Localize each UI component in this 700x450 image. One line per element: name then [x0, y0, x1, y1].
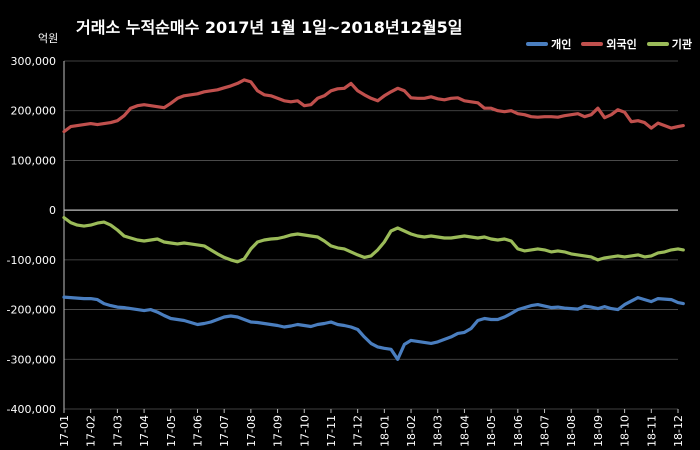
grid-layer	[64, 60, 678, 410]
x-tick-label: 17-02	[85, 415, 98, 447]
y-tick-label: -400,000	[7, 403, 56, 416]
x-tick-label: 18-12	[672, 415, 685, 447]
x-tick-label: 17-04	[138, 415, 151, 447]
x-tick-label: 17-09	[272, 415, 285, 447]
y-tick-label: 300,000	[11, 55, 57, 68]
legend-label-foreign: 외국인	[606, 38, 637, 51]
legend-item-foreign: 외국인	[581, 36, 637, 52]
x-tick-label: 18-04	[458, 415, 471, 447]
x-tick-label: 17-12	[352, 415, 365, 447]
y-tick-label: 0	[49, 204, 56, 217]
x-tick-label: 17-01	[58, 415, 71, 447]
legend-item-institution: 기관	[646, 36, 692, 52]
x-tick-label: 18-06	[512, 415, 525, 447]
foreign-series-line	[62, 78, 685, 134]
x-tick-label: 18-05	[485, 415, 498, 447]
x-tick-label: 18-01	[378, 415, 391, 447]
legend-label-individual: 개인	[551, 38, 572, 51]
x-tick-label: 17-05	[165, 415, 178, 447]
legend: 개인 외국인 기관	[526, 36, 692, 52]
series-layer	[62, 78, 685, 361]
x-tick-label: 17-08	[245, 415, 258, 447]
legend-swatch-individual	[526, 42, 549, 46]
x-tick-label: 18-09	[592, 415, 605, 447]
y-tick-label: -300,000	[7, 353, 56, 366]
legend-swatch-institution	[646, 42, 669, 46]
axis-layer	[63, 61, 679, 413]
y-tick-label: 200,000	[11, 105, 57, 118]
legend-label-institution: 기관	[671, 38, 692, 51]
x-tick-label: 18-02	[405, 415, 418, 447]
x-tick-label: 18-07	[539, 415, 552, 447]
x-tick-label: 17-10	[298, 415, 311, 447]
legend-item-individual: 개인	[526, 36, 571, 52]
institution-series-line	[62, 216, 685, 264]
y-tick-label: -200,000	[7, 304, 56, 317]
chart-title: 거래소 누적순매수 2017년 1월 1일~2018년12월5일	[76, 18, 463, 37]
individual-series-line	[62, 295, 685, 361]
x-tick-label: 17-06	[191, 415, 204, 447]
x-tick-label: 17-07	[218, 415, 231, 447]
x-tick-label: 18-11	[645, 415, 658, 447]
y-tick-label: -100,000	[7, 254, 56, 267]
x-tick-label: 18-10	[619, 415, 632, 447]
legend-swatch-foreign	[581, 42, 604, 46]
y-axis-unit-label: 억원	[38, 32, 59, 45]
y-tick-label: 100,000	[11, 154, 57, 167]
x-tick-label: 17-03	[111, 415, 124, 447]
x-tick-label: 18-03	[432, 415, 445, 447]
x-tick-label: 18-08	[565, 415, 578, 447]
tick-layer: 300,000 200,000 100,000 0 -100,000 -200,000 -3…	[7, 55, 685, 447]
x-tick-label: 17-11	[325, 415, 338, 447]
